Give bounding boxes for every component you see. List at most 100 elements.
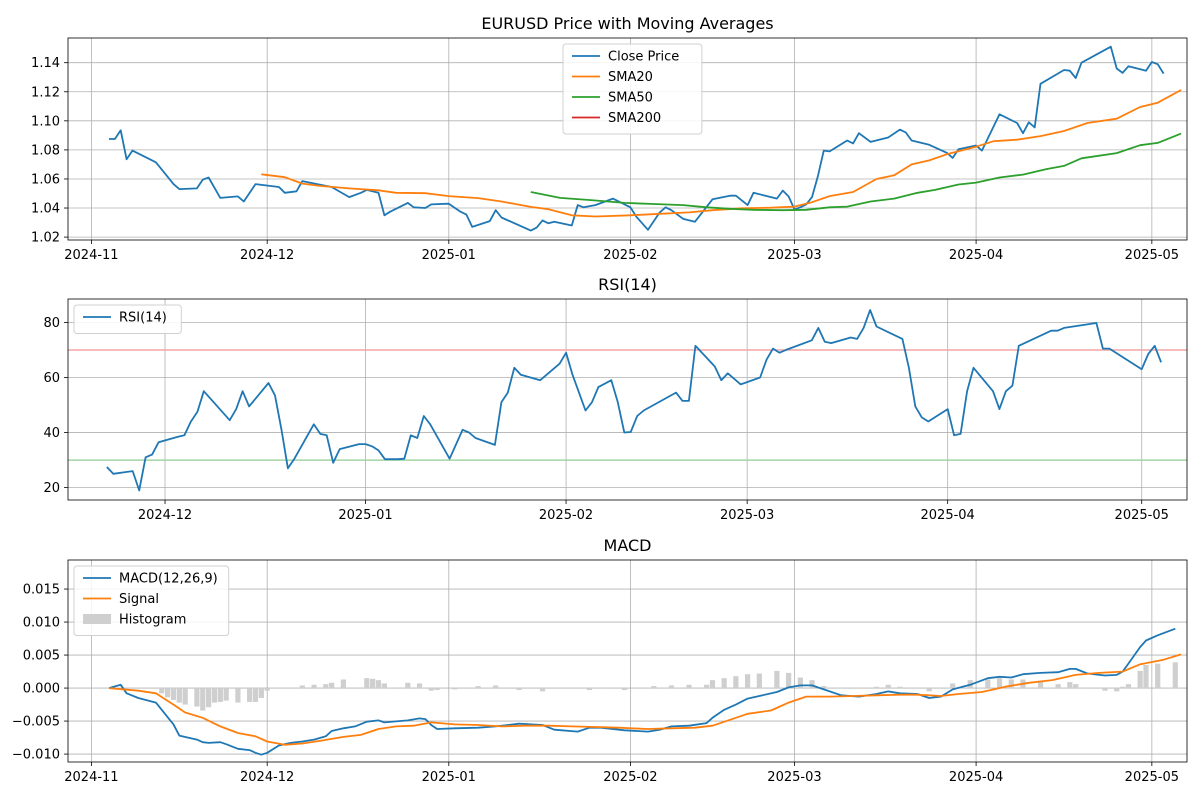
histogram-bar	[1067, 682, 1073, 689]
histogram-bar	[797, 677, 803, 689]
histogram-bar	[206, 688, 212, 708]
series-line-macd-12-26-9-	[108, 627, 1176, 756]
histogram-bar	[686, 684, 692, 689]
y-tick-label: 80	[43, 316, 60, 331]
panel-2: 2024-12 2025-01 2025-02 2025-03 2025-04 2025-…	[43, 275, 1188, 523]
histogram-bar	[1119, 686, 1126, 689]
histogram-bars	[159, 662, 1178, 711]
histogram-bar	[873, 686, 880, 689]
histogram-bar	[405, 682, 411, 689]
legend-label: SMA20	[608, 70, 653, 85]
histogram-bar	[651, 686, 657, 689]
legend-label: MACD(12,26,9)	[119, 572, 218, 587]
y-tick-label: 0.010	[23, 616, 60, 631]
histogram-bar	[370, 678, 376, 689]
legend-label: SMA200	[608, 111, 661, 126]
axes-frame	[67, 37, 1188, 241]
histogram-bar	[493, 685, 499, 689]
histogram-bar	[914, 687, 921, 689]
histogram-bar	[223, 688, 229, 701]
histogram-bar	[340, 679, 346, 689]
series-line-signal	[108, 653, 1182, 746]
histogram-bar	[416, 683, 423, 689]
histogram-bar	[1172, 662, 1178, 689]
x-tick-label: 2025-02	[539, 508, 593, 523]
histogram-bar	[985, 679, 991, 689]
histogram-bar	[311, 684, 317, 689]
histogram-bar	[264, 688, 270, 691]
panel-1: 2024-11 2024-12 2025-01 2025-02 2025-03 2025-…	[31, 14, 1188, 263]
legend-entry: MACD(12,26,9)	[83, 572, 218, 587]
histogram-bar	[938, 688, 944, 689]
x-tick-label: 2024-12	[240, 248, 294, 263]
histogram-bar	[756, 673, 762, 689]
legend-box	[562, 43, 703, 135]
histogram-bar	[838, 688, 844, 689]
x-tick-label: 2025-03	[767, 770, 821, 785]
legend-entry: Signal	[83, 592, 159, 607]
histogram-bar	[539, 688, 546, 692]
y-tick-label: 20	[43, 481, 60, 496]
x-tick-label: 2025-05	[1125, 248, 1179, 263]
series-line-close-price	[109, 45, 1165, 232]
histogram-bar	[252, 688, 259, 702]
histogram-bar	[745, 674, 751, 689]
histogram-bar	[1008, 679, 1014, 689]
histogram-bar	[786, 672, 792, 689]
plot-area	[108, 627, 1182, 756]
legend-entry: SMA200	[572, 111, 661, 126]
plot-area	[109, 45, 1182, 232]
x-tick-label: 2025-04	[949, 770, 1003, 785]
histogram-bar	[821, 686, 827, 689]
histogram-bar	[176, 688, 182, 703]
x-tick-label: 2025-05	[1125, 770, 1179, 785]
histogram-bar	[1143, 664, 1149, 689]
histogram-bar	[709, 680, 716, 689]
histogram-bar	[703, 684, 710, 689]
histogram-bar	[733, 676, 739, 689]
histogram-bar	[885, 684, 891, 689]
histogram-bar	[668, 685, 675, 689]
histogram-bar	[1137, 670, 1143, 689]
plot-area	[106, 309, 1162, 492]
y-tick-label: 1.10	[31, 114, 60, 129]
x-tick-label: 2025-03	[720, 508, 774, 523]
legend: Close Price SMA20 SMA50 SMA200	[562, 43, 703, 135]
histogram-bar	[299, 685, 305, 689]
histogram-bar	[200, 688, 206, 711]
histogram-bar	[950, 683, 956, 689]
legend-label: Close Price	[608, 50, 679, 65]
legend-label: RSI(14)	[119, 311, 167, 326]
legend-entry: Close Price	[572, 50, 679, 65]
legend: MACD(12,26,9) Signal Histogram	[73, 565, 230, 636]
x-tick-label: 2025-04	[949, 248, 1003, 263]
y-tick-label: 1.06	[31, 172, 60, 187]
histogram-bar	[586, 688, 593, 691]
histogram-bar	[598, 687, 604, 689]
series-line-sma50	[530, 132, 1182, 212]
legend-box	[73, 304, 182, 334]
histogram-bar	[434, 688, 440, 691]
legend-box	[73, 565, 230, 636]
histogram-bar	[164, 688, 171, 698]
histogram-bar	[897, 686, 903, 689]
histogram-bar	[194, 688, 200, 707]
y-tick-label: 60	[43, 371, 60, 386]
y-tick-label: −0.010	[12, 748, 60, 763]
axes-frame	[67, 298, 1188, 501]
histogram-bar	[516, 688, 522, 691]
x-tick-label: 2024-11	[64, 770, 118, 785]
legend-label: SMA50	[608, 91, 653, 106]
histogram-bar	[1055, 684, 1061, 689]
panel-3: 2024-11 2024-12 2025-01 2025-02 2025-03 2025-…	[12, 536, 1188, 785]
histogram-bar	[159, 688, 165, 694]
histogram-bar	[809, 680, 815, 689]
legend-label: Histogram	[119, 613, 186, 628]
x-tick-label: 2025-01	[422, 770, 476, 785]
axes-frame	[67, 559, 1188, 763]
histogram-bar	[721, 678, 727, 689]
series-line-sma20	[261, 89, 1182, 218]
histogram-bar	[211, 688, 218, 703]
histogram-bar	[182, 688, 188, 705]
